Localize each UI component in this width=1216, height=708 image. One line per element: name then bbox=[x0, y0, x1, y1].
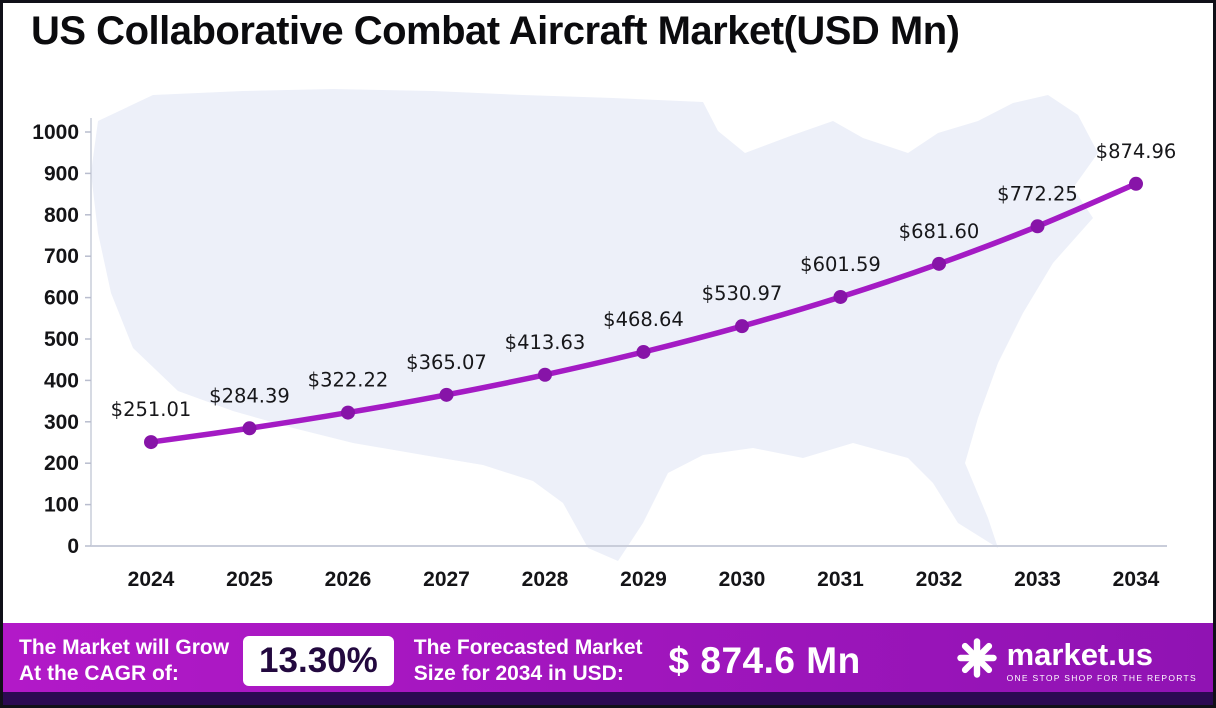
data-point-marker bbox=[439, 387, 454, 402]
data-point-marker bbox=[341, 405, 355, 420]
y-axis-tick-label: 1000 bbox=[32, 121, 79, 144]
market-line-chart: 0 100 200 300 400 500 600 700 800 900 1000 2024 2025… bbox=[32, 89, 1177, 591]
y-axis-tick-label: 600 bbox=[44, 287, 79, 310]
y-axis-tick-label: 800 bbox=[44, 204, 79, 227]
data-point-label: $322.22 bbox=[308, 369, 389, 392]
x-axis-tick-label: 2027 bbox=[423, 568, 470, 591]
data-point-marker bbox=[144, 435, 158, 450]
data-point-label: $601.59 bbox=[800, 253, 881, 276]
data-point-marker bbox=[1030, 219, 1045, 234]
footer-banner: The Market will Grow At the CAGR of: 13.… bbox=[3, 623, 1213, 698]
x-axis-tick-label: 2032 bbox=[916, 568, 963, 591]
x-axis-tick-label: 2034 bbox=[1113, 568, 1160, 591]
forecast-label-line1: The Forecasted Market bbox=[413, 635, 643, 659]
brand-tagline: ONE STOP SHOP FOR THE REPORTS bbox=[1006, 672, 1197, 683]
x-axis-tick-label: 2030 bbox=[719, 568, 766, 591]
data-point-marker bbox=[242, 421, 257, 436]
marketus-logo-icon bbox=[955, 636, 999, 685]
data-point-label: $772.25 bbox=[997, 182, 1078, 205]
data-point-label: $530.97 bbox=[702, 282, 783, 305]
y-axis-tick-label: 0 bbox=[67, 535, 79, 558]
chart-title: US Collaborative Combat Aircraft Market(… bbox=[31, 9, 960, 53]
y-axis-tick-label: 200 bbox=[44, 452, 79, 475]
forecast-label-line2: Size for 2034 in USD: bbox=[413, 661, 624, 685]
data-point-marker bbox=[735, 319, 749, 334]
cagr-value: 13.30% bbox=[259, 640, 378, 680]
data-point-label: $874.96 bbox=[1096, 140, 1177, 163]
data-point-label: $413.63 bbox=[505, 331, 586, 354]
x-axis-tick-label: 2024 bbox=[128, 568, 175, 591]
y-axis-tick-label: 400 bbox=[44, 369, 79, 392]
data-point-marker bbox=[833, 289, 848, 304]
y-axis-tick-label: 900 bbox=[44, 162, 79, 185]
x-axis-tick-label: 2031 bbox=[817, 568, 864, 591]
y-axis-tick-label: 300 bbox=[44, 411, 79, 434]
x-axis-tick-label: 2029 bbox=[620, 568, 667, 591]
brand-name: market.us bbox=[1006, 636, 1154, 672]
y-axis-tick-label: 100 bbox=[44, 494, 79, 517]
cagr-value-chip: 13.30% bbox=[243, 635, 394, 686]
bottom-strip bbox=[3, 692, 1213, 705]
data-point-label: $284.39 bbox=[209, 384, 290, 407]
data-point-marker bbox=[636, 344, 651, 359]
data-point-marker bbox=[1129, 176, 1143, 191]
data-point-marker bbox=[538, 367, 552, 382]
x-axis-tick-label: 2028 bbox=[522, 568, 569, 591]
data-point-label: $468.64 bbox=[603, 308, 684, 331]
data-point-label: $365.07 bbox=[406, 351, 487, 374]
forecast-label: The Forecasted Market Size for 2034 in U… bbox=[414, 635, 643, 686]
marketus-logo: market.us ONE STOP SHOP FOR THE REPORTS bbox=[955, 636, 1197, 685]
data-point-marker bbox=[932, 256, 946, 271]
cagr-label-line1: The Market will Grow bbox=[19, 635, 230, 659]
cagr-label: The Market will Grow At the CAGR of: bbox=[19, 635, 229, 686]
usa-map-silhouette bbox=[91, 89, 1098, 561]
y-axis-tick-label: 700 bbox=[44, 245, 79, 268]
data-point-label: $681.60 bbox=[899, 220, 980, 243]
cagr-label-line2: At the CAGR of: bbox=[19, 661, 179, 685]
x-axis-tick-label: 2026 bbox=[325, 568, 372, 591]
y-axis-tick-label: 500 bbox=[44, 328, 79, 351]
x-axis-tick-label: 2025 bbox=[226, 568, 273, 591]
x-axis-tick-label: 2033 bbox=[1014, 568, 1061, 591]
data-point-label: $251.01 bbox=[111, 398, 192, 421]
forecast-value: $ 874.6 Mn bbox=[668, 639, 861, 681]
